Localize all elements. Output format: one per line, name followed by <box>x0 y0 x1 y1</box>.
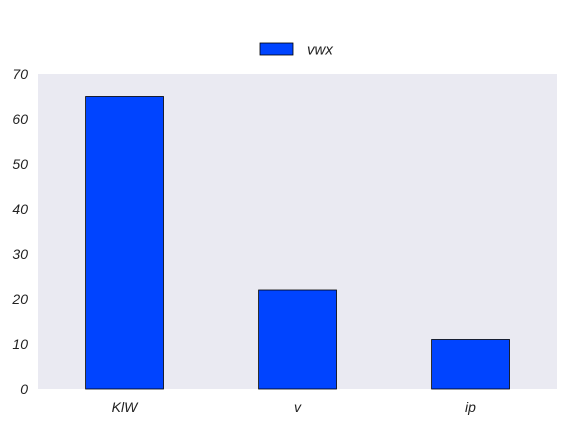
bar-ip <box>431 339 510 390</box>
y-tick-label: 0 <box>20 381 28 397</box>
x-tick-label: ip <box>465 399 476 415</box>
y-tick-label: 40 <box>12 201 28 217</box>
y-tick-label: 60 <box>12 111 28 127</box>
y-tick-label: 10 <box>12 336 28 352</box>
bar-v <box>258 289 337 390</box>
x-axis-tick-labels: KlW v ip <box>112 399 476 415</box>
legend: vwx <box>259 42 333 59</box>
legend-swatch <box>259 42 294 56</box>
y-tick-label: 70 <box>12 66 28 82</box>
y-tick-label: 30 <box>12 246 28 262</box>
x-tick-label: v <box>294 399 302 415</box>
y-tick-label: 20 <box>11 291 28 307</box>
legend-label: vwx <box>307 42 333 59</box>
y-tick-label: 50 <box>12 156 28 172</box>
x-tick-label: KlW <box>112 399 139 415</box>
y-axis-tick-labels: 0 10 20 30 40 50 60 70 <box>11 66 28 397</box>
bars-layer <box>85 96 510 390</box>
bar-KlW <box>85 96 164 390</box>
